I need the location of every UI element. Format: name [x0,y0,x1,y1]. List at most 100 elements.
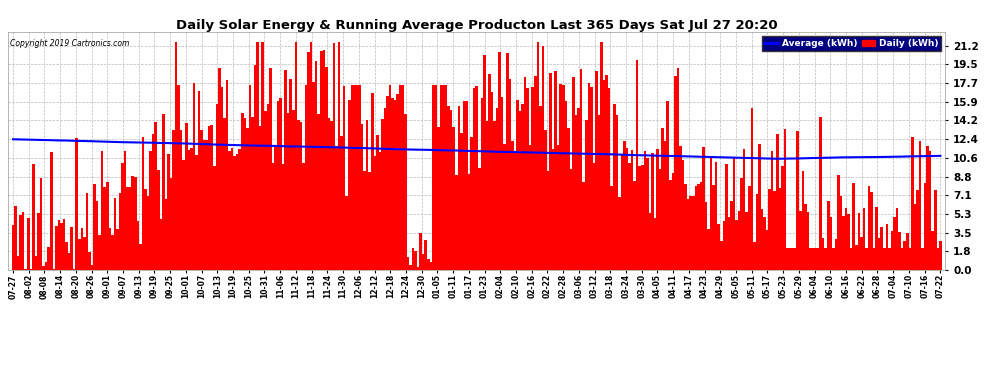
Bar [346,196,348,270]
Bar [618,197,621,270]
Bar [300,122,302,270]
Bar [323,50,325,270]
Bar [707,229,710,270]
Bar [435,85,438,270]
Bar [847,214,849,270]
Bar [195,155,198,270]
Bar [893,217,896,270]
Bar [733,158,736,270]
Bar [12,225,14,270]
Bar [830,217,832,270]
Bar [891,231,893,270]
Bar [440,85,443,270]
Bar [781,166,784,270]
Bar [661,128,664,270]
Bar [355,85,358,270]
Bar [695,186,697,270]
Bar [771,151,773,270]
Bar [919,141,922,270]
Bar [122,163,124,270]
Bar [52,269,55,270]
Bar [852,183,855,270]
Bar [363,171,366,270]
Bar [868,186,870,270]
Bar [629,163,631,270]
Bar [542,46,545,270]
Bar [438,127,440,270]
Bar [187,150,190,270]
Bar [799,211,802,270]
Bar [789,248,791,270]
Bar [190,148,193,270]
Bar [247,128,248,270]
Bar [544,130,546,270]
Bar [109,228,111,270]
Bar [73,269,75,270]
Bar [593,164,595,270]
Bar [91,265,93,270]
Bar [208,126,211,270]
Bar [231,148,234,270]
Bar [475,86,478,270]
Bar [692,196,695,270]
Bar [159,219,162,270]
Bar [820,117,822,270]
Bar [185,123,187,270]
Bar [697,184,700,270]
Bar [857,213,860,270]
Bar [575,115,577,270]
Bar [98,234,101,270]
Bar [626,148,629,270]
Bar [875,207,878,270]
Bar [169,178,172,270]
Bar [145,189,147,270]
Bar [284,70,287,270]
Bar [422,254,425,270]
Bar [934,190,937,270]
Bar [883,248,886,270]
Bar [116,230,119,270]
Bar [748,186,750,270]
Bar [504,144,506,270]
Bar [527,88,529,270]
Bar [368,172,371,270]
Bar [509,80,511,270]
Bar [180,130,182,270]
Bar [483,55,486,270]
Bar [621,156,623,270]
Bar [40,178,43,270]
Bar [289,79,292,270]
Bar [738,211,741,270]
Bar [256,42,258,270]
Bar [140,244,142,270]
Bar [873,248,875,270]
Bar [297,120,300,270]
Bar [211,125,213,270]
Bar [524,77,527,270]
Bar [669,180,671,270]
Bar [648,213,651,270]
Bar [682,160,684,270]
Bar [493,121,496,270]
Bar [302,163,305,270]
Bar [723,221,725,270]
Bar [804,204,807,270]
Bar [844,208,847,270]
Bar [613,104,616,270]
Bar [674,76,677,270]
Bar [229,151,231,270]
Bar [132,176,134,270]
Bar [796,131,799,270]
Bar [554,71,557,270]
Bar [598,115,600,270]
Bar [465,100,467,270]
Bar [715,162,718,270]
Bar [394,100,396,270]
Bar [514,151,516,270]
Bar [338,42,341,270]
Bar [904,242,906,270]
Bar [119,193,122,270]
Bar [313,82,315,270]
Bar [172,130,175,270]
Bar [234,156,236,270]
